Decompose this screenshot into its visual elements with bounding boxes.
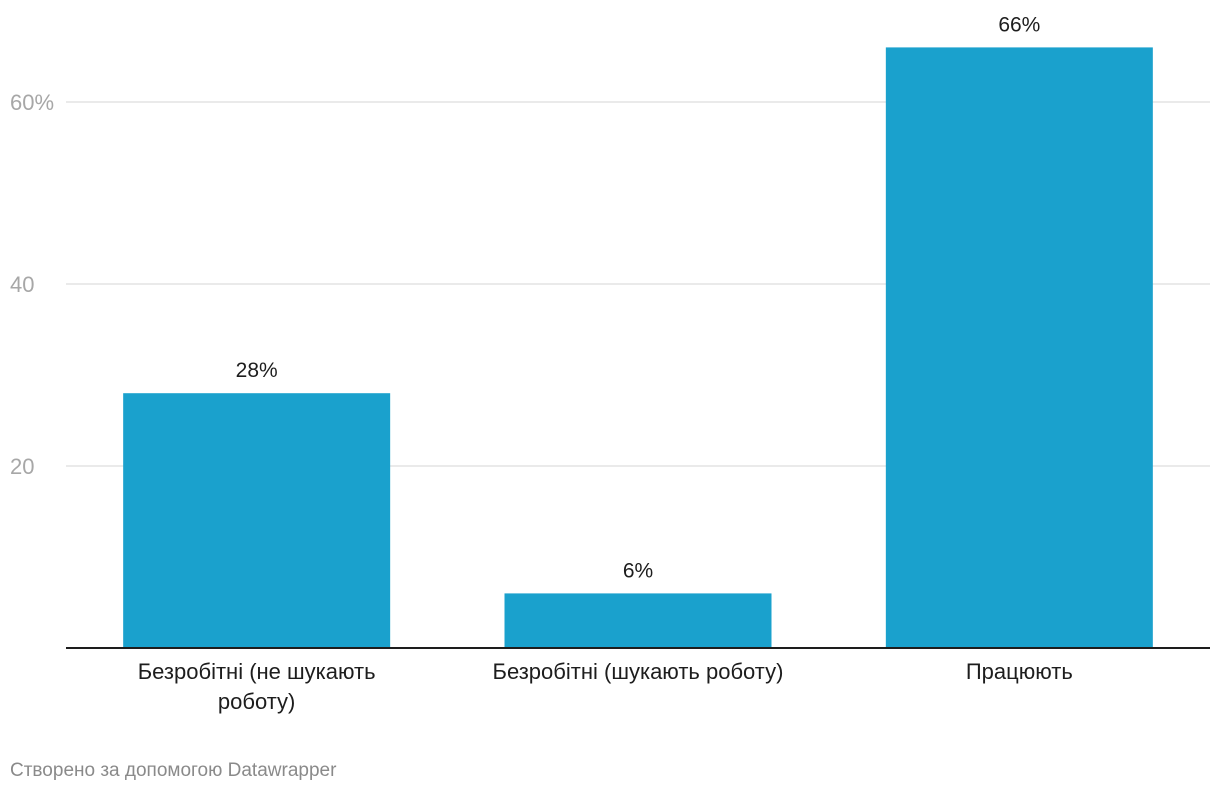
y-tick-label: 60% bbox=[10, 90, 54, 115]
footer-credit: Створено за допомогою Datawrapper bbox=[10, 760, 337, 781]
bar-value-label: 6% bbox=[623, 559, 653, 582]
bar bbox=[504, 593, 772, 648]
bars bbox=[123, 47, 1153, 648]
category-label: Безробітні (не шукають роботу) bbox=[137, 659, 376, 714]
bar-value-label: 66% bbox=[998, 13, 1040, 36]
bar-value-label: 28% bbox=[236, 359, 278, 382]
y-tick-label: 40 bbox=[10, 272, 34, 297]
y-tick-label: 20 bbox=[10, 454, 34, 479]
bar bbox=[123, 393, 391, 648]
category-label: Працюють bbox=[965, 659, 1073, 684]
category-label: Безробітні (шукають роботу) bbox=[492, 659, 784, 684]
bar bbox=[885, 47, 1153, 648]
bar-value-labels: 28% 6% 66% bbox=[236, 13, 1041, 582]
y-axis-ticks: 20 40 60% bbox=[10, 90, 54, 479]
